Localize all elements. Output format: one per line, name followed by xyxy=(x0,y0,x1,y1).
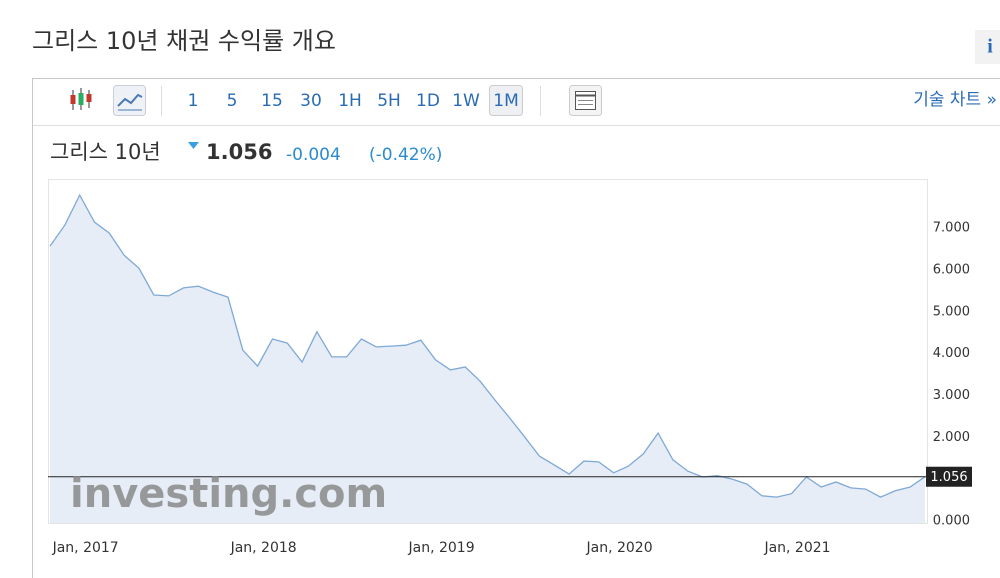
interval-button[interactable]: 1H xyxy=(338,91,362,111)
line-icon[interactable] xyxy=(113,85,146,116)
current-value-box xyxy=(926,466,972,487)
interval-button[interactable]: 1W xyxy=(452,91,480,111)
y-tick-label: 0.000 xyxy=(933,513,970,528)
interval-button[interactable]: 1D xyxy=(416,91,440,111)
down-arrow xyxy=(188,142,199,149)
x-tick-label: Jan, 2018 xyxy=(230,540,297,556)
quote-change: -0.004 xyxy=(286,145,341,165)
page-title: 그리스 10년 채권 수익률 개요 xyxy=(32,27,336,55)
technical-chart-link[interactable]: 기술 차트 » xyxy=(913,90,997,110)
y-tick-label: 7.000 xyxy=(933,221,970,236)
widget-frame xyxy=(32,78,1000,578)
candle-icon[interactable] xyxy=(70,88,92,110)
interval-button[interactable]: 5 xyxy=(227,91,238,111)
quote-name: 그리스 10년 xyxy=(50,140,161,164)
x-tick-label: Jan, 2020 xyxy=(585,540,652,556)
interval-button[interactable]: 30 xyxy=(300,91,322,111)
plot-frame xyxy=(48,179,928,524)
interval-button[interactable]: 1 xyxy=(188,91,199,111)
line xyxy=(49,193,926,498)
interval-button[interactable]: 5H xyxy=(377,91,401,111)
quote-price: 1.056 xyxy=(206,140,272,164)
y-tick-label: 4.000 xyxy=(933,346,970,361)
area-fill xyxy=(50,195,925,523)
x-tick-label: Jan, 2019 xyxy=(408,540,475,556)
x-tick-label: Jan, 2017 xyxy=(52,540,119,556)
interval-button[interactable]: 15 xyxy=(261,91,283,111)
quote-change-percent: (-0.42%) xyxy=(369,145,442,165)
selected-interval-bg xyxy=(489,85,523,116)
watermark: investing.com xyxy=(70,471,387,517)
y-tick-label: 6.000 xyxy=(933,262,970,277)
y-tick-label: 3.000 xyxy=(933,388,970,403)
info-icon: i xyxy=(987,36,993,58)
y-tick-label: 2.000 xyxy=(933,430,970,445)
x-tick-label: Jan, 2021 xyxy=(763,540,830,556)
y-tick-label: 5.000 xyxy=(933,304,970,319)
interval-button[interactable]: 1M xyxy=(493,91,518,111)
info-button[interactable] xyxy=(975,30,1000,64)
current-value-label: 1.056 xyxy=(930,470,967,485)
layout-icon[interactable] xyxy=(569,85,602,116)
